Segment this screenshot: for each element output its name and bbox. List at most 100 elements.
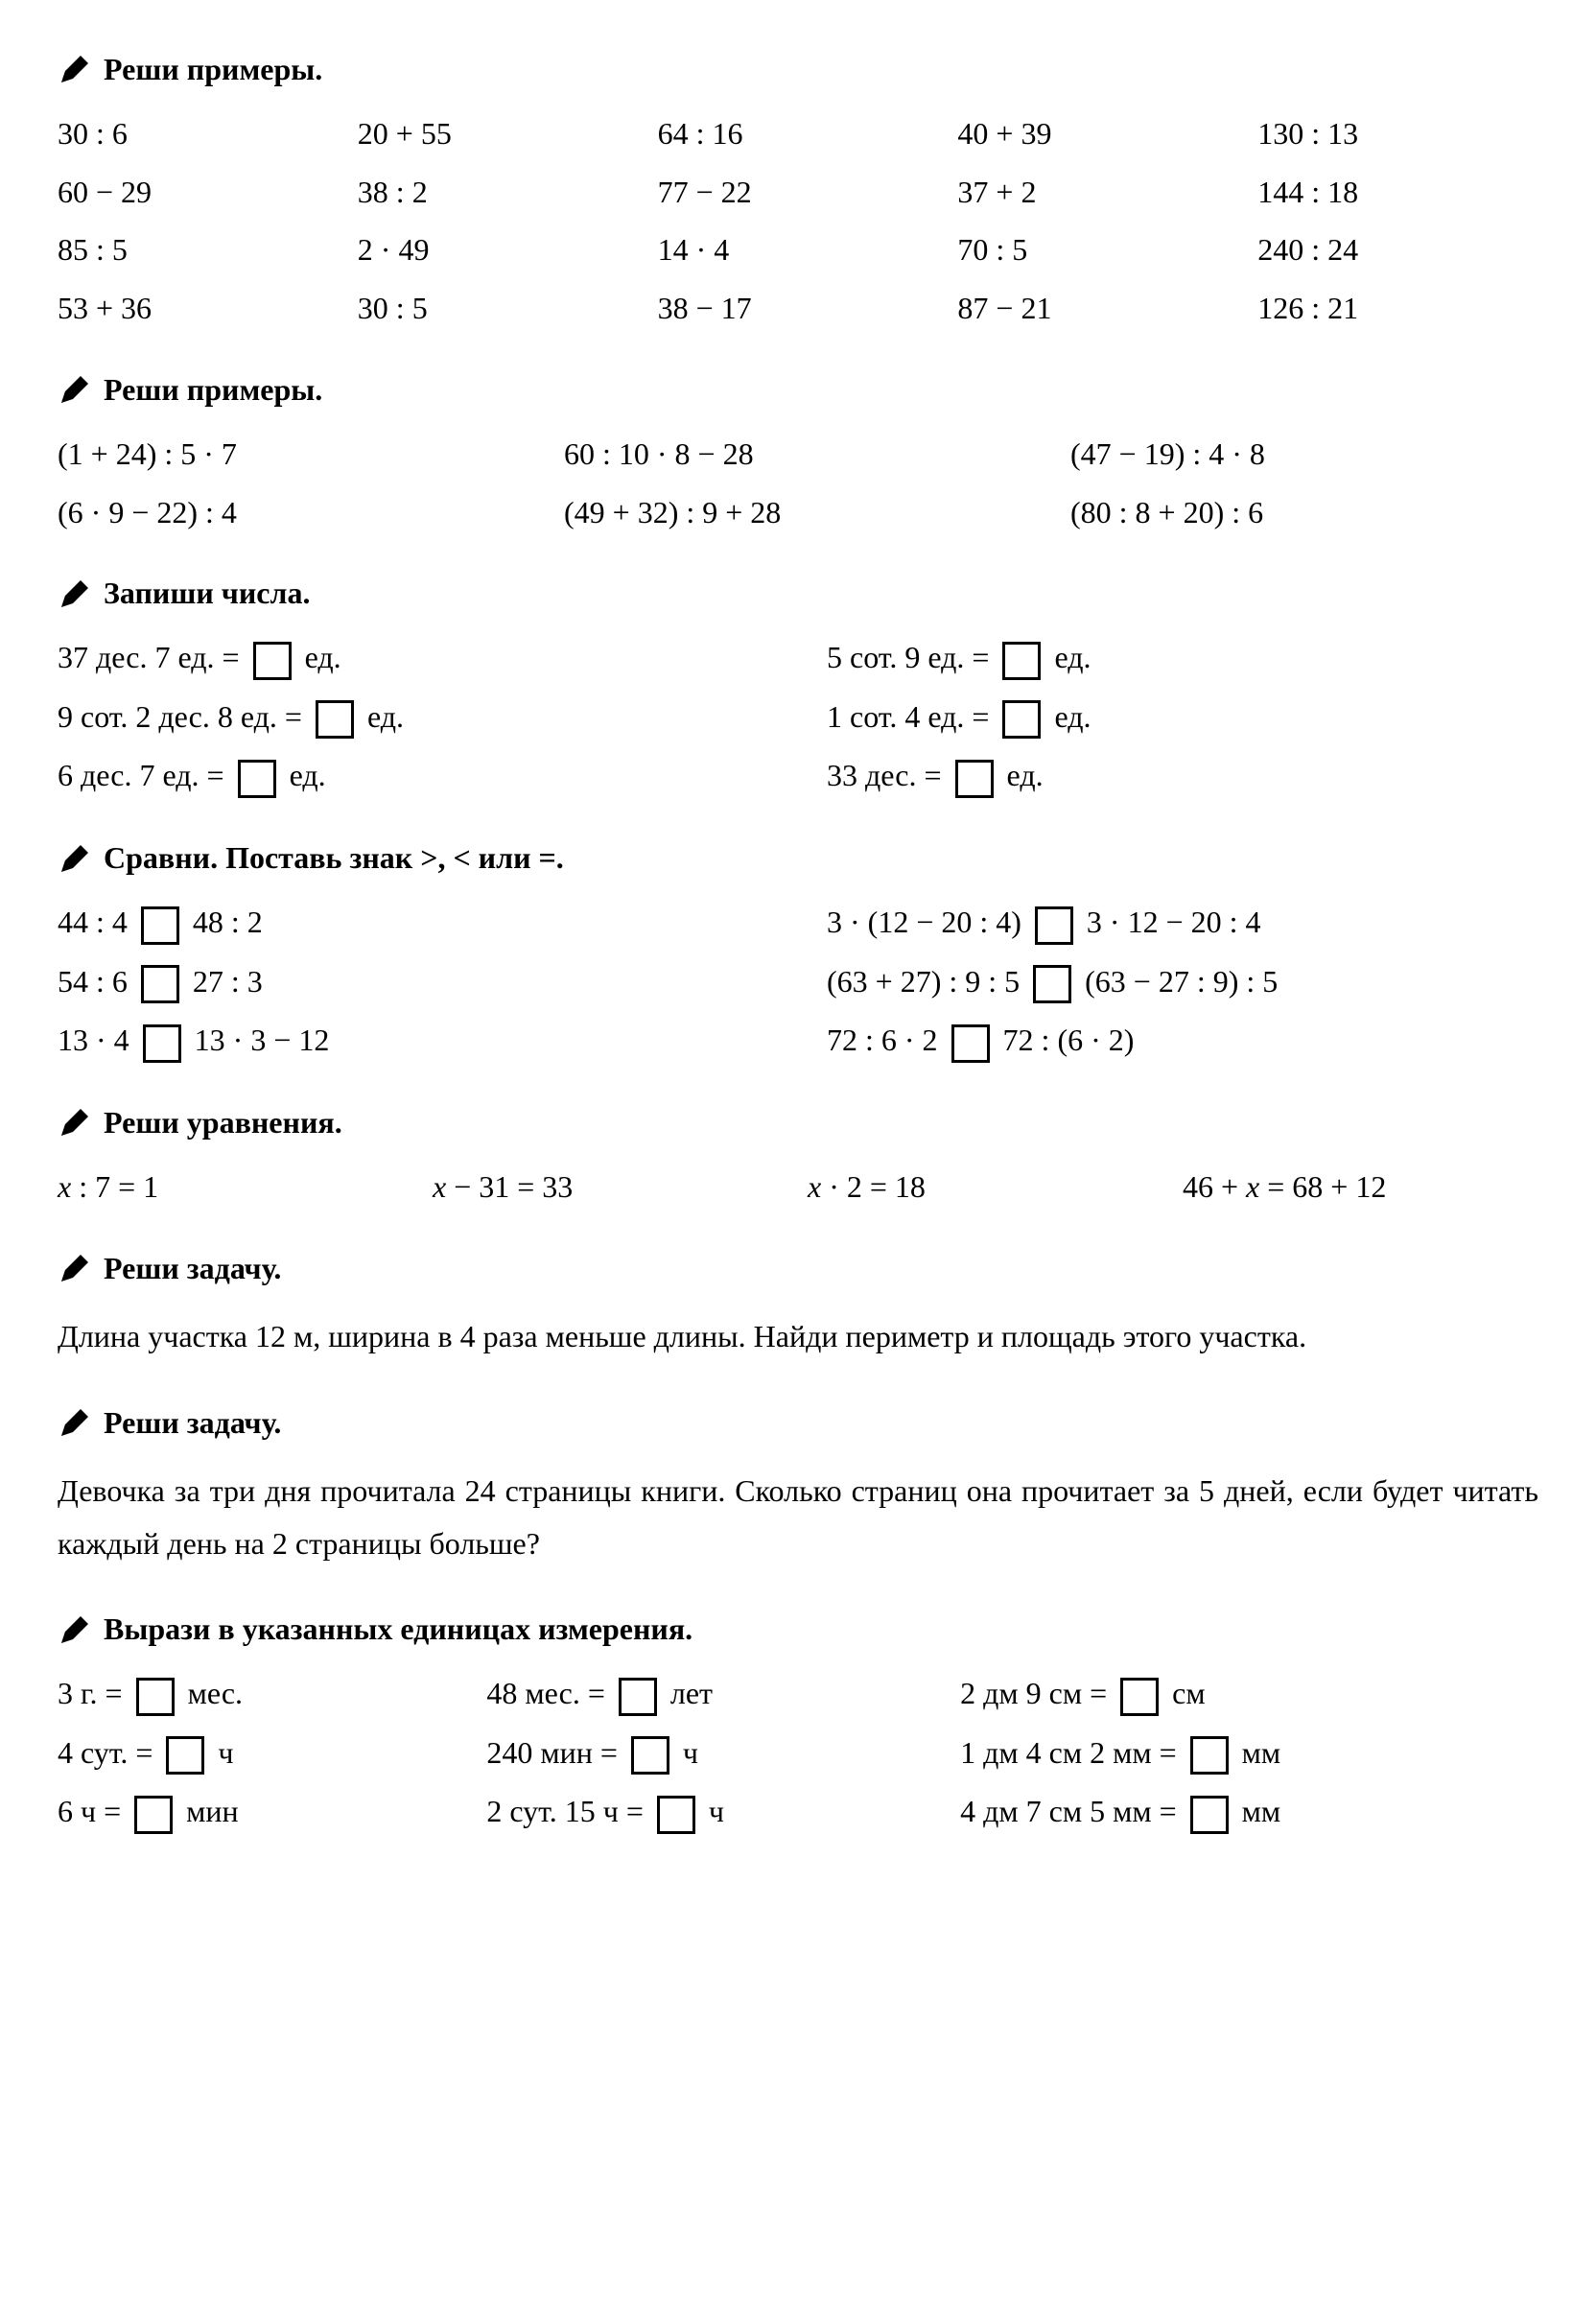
text: 1 сот. 4 ед. = bbox=[827, 699, 997, 734]
text: мм bbox=[1234, 1794, 1281, 1828]
equation-cell: x : 7 = 1 bbox=[58, 1165, 413, 1209]
heading: Вырази в указанных единицах измерения. bbox=[58, 1608, 1538, 1651]
math-cell: 126 : 21 bbox=[1257, 287, 1538, 330]
number-cell: 6 дес. 7 ед. = ед. bbox=[58, 754, 769, 798]
math-cell: (80 : 8 + 20) : 6 bbox=[1070, 491, 1538, 534]
heading: Реши примеры. bbox=[58, 48, 1538, 91]
answer-box[interactable] bbox=[253, 642, 292, 680]
math-cell: 53 + 36 bbox=[58, 287, 339, 330]
pencil-icon bbox=[58, 1105, 92, 1140]
text: ч bbox=[701, 1794, 724, 1828]
answer-box[interactable] bbox=[1002, 700, 1041, 739]
answer-box[interactable] bbox=[134, 1796, 173, 1834]
section-task-2: Реши задачу. Девочка за три дня прочитал… bbox=[58, 1401, 1538, 1570]
math-cell: 77 − 22 bbox=[658, 171, 939, 214]
heading: Реши задачу. bbox=[58, 1247, 1538, 1290]
heading-text: Сравни. Поставь знак >, < или =. bbox=[104, 836, 564, 880]
pencil-icon bbox=[58, 1251, 92, 1285]
text: 6 ч = bbox=[58, 1794, 129, 1828]
text: · 2 = 18 bbox=[821, 1169, 926, 1204]
answer-box[interactable] bbox=[316, 700, 354, 739]
text: ч bbox=[675, 1735, 698, 1770]
grid: (1 + 24) : 5 · 7 60 : 10 · 8 − 28 (47 − … bbox=[58, 433, 1538, 534]
math-cell: 64 : 16 bbox=[658, 112, 939, 155]
section-task-1: Реши задачу. Длина участка 12 м, ширина … bbox=[58, 1247, 1538, 1363]
grid: 44 : 4 48 : 2 3 · (12 − 20 : 4) 3 · 12 −… bbox=[58, 901, 1538, 1063]
math-cell: 38 : 2 bbox=[358, 171, 639, 214]
text: − 31 = 33 bbox=[446, 1169, 573, 1204]
unit-cell: 2 дм 9 см = см bbox=[960, 1672, 1538, 1716]
section-examples-2: Реши примеры. (1 + 24) : 5 · 7 60 : 10 ·… bbox=[58, 368, 1538, 533]
text: 46 + bbox=[1183, 1169, 1246, 1204]
math-cell: 30 : 6 bbox=[58, 112, 339, 155]
answer-box[interactable] bbox=[166, 1736, 204, 1775]
answer-box[interactable] bbox=[631, 1736, 669, 1775]
variable: x bbox=[58, 1169, 71, 1204]
answer-box[interactable] bbox=[955, 760, 994, 798]
answer-box[interactable] bbox=[238, 760, 276, 798]
text: см bbox=[1164, 1676, 1205, 1710]
answer-box[interactable] bbox=[141, 965, 179, 1003]
heading: Реши уравнения. bbox=[58, 1101, 1538, 1144]
math-cell: (49 + 32) : 9 + 28 bbox=[564, 491, 1032, 534]
compare-cell: 44 : 4 48 : 2 bbox=[58, 901, 769, 945]
grid: 37 дес. 7 ед. = ед. 5 сот. 9 ед. = ед. 9… bbox=[58, 636, 1538, 798]
answer-box[interactable] bbox=[1190, 1736, 1229, 1775]
math-cell: 40 + 39 bbox=[957, 112, 1238, 155]
text: ед. bbox=[999, 758, 1044, 792]
compare-cell: 72 : 6 · 2 72 : (6 · 2) bbox=[827, 1019, 1538, 1063]
number-cell: 5 сот. 9 ед. = ед. bbox=[827, 636, 1538, 680]
text: 13 · 3 − 12 bbox=[187, 1023, 330, 1057]
answer-box[interactable] bbox=[951, 1024, 990, 1063]
number-cell: 9 сот. 2 дес. 8 ед. = ед. bbox=[58, 695, 769, 740]
pencil-icon bbox=[58, 1612, 92, 1647]
text: 2 дм 9 см = bbox=[960, 1676, 1115, 1710]
math-cell: 30 : 5 bbox=[358, 287, 639, 330]
text: : 7 = 1 bbox=[71, 1169, 158, 1204]
math-cell: 240 : 24 bbox=[1257, 228, 1538, 271]
answer-box[interactable] bbox=[143, 1024, 181, 1063]
variable: x bbox=[808, 1169, 821, 1204]
section-equations: Реши уравнения. x : 7 = 1 x − 31 = 33 x … bbox=[58, 1101, 1538, 1209]
math-cell: 60 : 10 · 8 − 28 bbox=[564, 433, 1032, 476]
math-cell: 85 : 5 bbox=[58, 228, 339, 271]
heading-text: Реши задачу. bbox=[104, 1401, 281, 1445]
variable: x bbox=[433, 1169, 446, 1204]
task-text: Девочка за три дня прочитала 24 страницы… bbox=[58, 1465, 1538, 1569]
text: 72 : (6 · 2) bbox=[996, 1023, 1135, 1057]
text: 48 : 2 bbox=[185, 905, 263, 939]
compare-cell: 13 · 4 13 · 3 − 12 bbox=[58, 1019, 769, 1063]
text: 9 сот. 2 дес. 8 ед. = bbox=[58, 699, 310, 734]
text: 4 сут. = bbox=[58, 1735, 160, 1770]
unit-cell: 4 дм 7 см 5 мм = мм bbox=[960, 1790, 1538, 1834]
text: 3 · 12 − 20 : 4 bbox=[1079, 905, 1261, 939]
answer-box[interactable] bbox=[1035, 906, 1073, 945]
text: мин bbox=[178, 1794, 239, 1828]
answer-box[interactable] bbox=[141, 906, 179, 945]
text: ед. bbox=[1046, 699, 1091, 734]
unit-cell: 1 дм 4 см 2 мм = мм bbox=[960, 1731, 1538, 1776]
text: 4 дм 7 см 5 мм = bbox=[960, 1794, 1185, 1828]
answer-box[interactable] bbox=[619, 1678, 657, 1716]
math-cell: (1 + 24) : 5 · 7 bbox=[58, 433, 526, 476]
pencil-icon bbox=[58, 841, 92, 876]
answer-box[interactable] bbox=[1190, 1796, 1229, 1834]
answer-box[interactable] bbox=[1120, 1678, 1159, 1716]
pencil-icon bbox=[58, 1405, 92, 1440]
heading-text: Реши задачу. bbox=[104, 1247, 281, 1290]
heading: Реши задачу. bbox=[58, 1401, 1538, 1445]
number-cell: 1 сот. 4 ед. = ед. bbox=[827, 695, 1538, 740]
compare-cell: (63 + 27) : 9 : 5 (63 − 27 : 9) : 5 bbox=[827, 960, 1538, 1004]
answer-box[interactable] bbox=[136, 1678, 175, 1716]
text: 33 дес. = bbox=[827, 758, 950, 792]
text: 1 дм 4 см 2 мм = bbox=[960, 1735, 1185, 1770]
unit-cell: 2 сут. 15 ч = ч bbox=[486, 1790, 931, 1834]
heading-text: Реши примеры. bbox=[104, 48, 322, 91]
answer-box[interactable] bbox=[1033, 965, 1071, 1003]
section-examples-1: Реши примеры. 30 : 6 20 + 55 64 : 16 40 … bbox=[58, 48, 1538, 330]
answer-box[interactable] bbox=[657, 1796, 695, 1834]
math-cell: 14 · 4 bbox=[658, 228, 939, 271]
text: ед. bbox=[360, 699, 404, 734]
math-cell: 20 + 55 bbox=[358, 112, 639, 155]
answer-box[interactable] bbox=[1002, 642, 1041, 680]
